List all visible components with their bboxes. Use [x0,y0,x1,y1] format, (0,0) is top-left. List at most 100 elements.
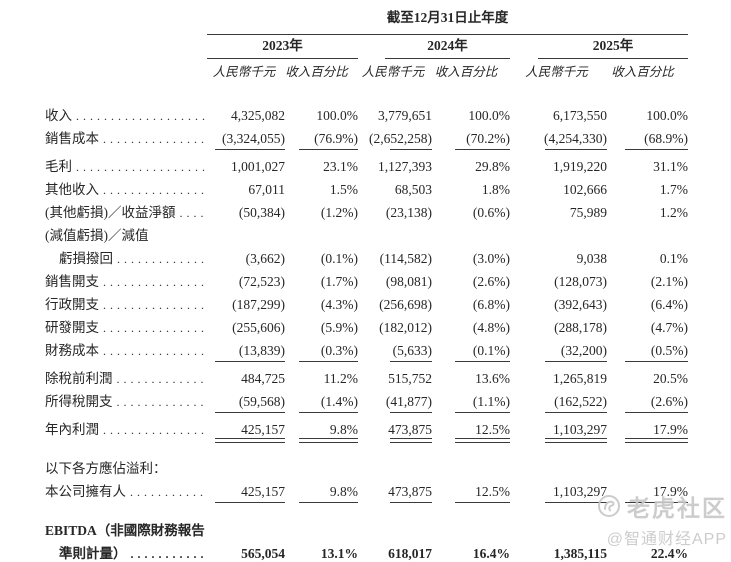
cell-amount: 515,752 [388,371,432,386]
cell-amount: 1,265,819 [553,371,607,386]
column-headers-row: 人民幣千元 收入百分比 人民幣千元 收入百分比 人民幣千元 收入百分比 [45,63,731,81]
column-header-amount: 人民幣千元 [361,65,425,79]
rule-cell [432,361,510,362]
cell-percent: 12.5% [475,422,510,437]
rule-line [545,437,607,444]
cell-percent: (1.4%) [320,394,358,409]
year-header-row: 2023年 2024年 2025年 [207,37,731,55]
year-rule-line [207,58,358,59]
rule-line [299,412,358,413]
cell-percent: (4.7%) [650,320,688,335]
cell-percent: 100.0% [316,108,358,123]
row-label: EBITDA（非國際財務報告 [45,523,205,538]
cell-amount: 1,103,297 [553,422,607,437]
cell-percent: (5.9%) [320,320,358,335]
rule-cell [607,149,688,150]
cell-amount: 1,385,115 [553,546,607,561]
row-label: 收入 [45,108,72,123]
table-row: 毛利......................................… [45,152,731,175]
rule-cell [285,361,358,362]
table-row: 年內利潤....................................… [45,415,731,438]
cell-amount: (50,384) [238,205,285,220]
leader-dots: ........................................… [103,321,205,335]
row-label: (減值虧損)／減值 [45,228,149,243]
cell-amount: (32,200) [560,343,607,358]
rule-line [390,361,432,362]
cell-percent: 1.8% [481,182,510,197]
table-row: 其他收入....................................… [45,175,731,198]
row-label: (其他虧損)／收益淨額 [45,205,176,220]
rule-cell [510,149,607,150]
rule-line [299,361,358,362]
cell-amount: (255,606) [232,320,285,335]
cell-amount: 4,325,082 [231,108,285,123]
rule-line [299,437,358,444]
cell-amount: (128,073) [554,274,607,289]
rule-line [545,149,607,150]
cell-percent: (1.7%) [320,274,358,289]
rule-cell [207,412,285,413]
cell-amount: (187,299) [232,297,285,312]
table-rule-row [45,500,731,505]
cell-percent: (4.3%) [320,297,358,312]
leader-dots: ........................................… [103,344,205,358]
cell-percent: 12.5% [475,484,510,499]
rule-line [545,502,607,503]
cell-percent: (0.5%) [650,343,688,358]
cell-percent: 9.8% [329,422,358,437]
cell-percent: (0.1%) [472,343,510,358]
cell-percent: 1.5% [329,182,358,197]
row-label: 所得稅開支 [45,394,113,409]
cell-amount: 473,875 [388,484,432,499]
leader-dots: ........................................… [179,206,206,220]
rule-cell [432,412,510,413]
cell-percent: 13.1% [320,546,358,561]
row-label-cell: 銷售開支....................................… [45,270,207,290]
rule-line [299,149,358,150]
row-label-cell: 準則計量）...................................… [45,542,207,562]
cell-amount: (3,662) [245,251,285,266]
rule-cell [607,412,688,413]
cell-percent: 100.0% [468,108,510,123]
rule-line [625,437,688,444]
table-row: 銷售成本....................................… [45,124,731,147]
rule-cell [607,502,688,503]
cell-percent: 9.8% [329,484,358,499]
table-row: 研發開支....................................… [45,313,731,336]
row-label: 準則計量） [59,546,127,561]
year-rule-line [538,58,688,59]
cell-percent: (0.3%) [320,343,358,358]
cell-percent: 20.5% [653,371,688,386]
rule-cell [358,502,432,503]
cell-amount: 1,103,297 [553,484,607,499]
row-label: 財務成本 [45,343,99,358]
row-label: 毛利 [45,159,72,174]
row-label-cell: (減值虧損)／減值 [45,224,207,244]
cell-percent: 100.0% [646,108,688,123]
cell-amount: (114,582) [379,251,432,266]
rule-cell [207,149,285,150]
table-row: 所得稅開支...................................… [45,387,731,410]
row-label-cell: 研發開支....................................… [45,316,207,336]
rule-cell [510,437,607,444]
cell-amount: (288,178) [554,320,607,335]
rule-cell [432,502,510,503]
rule-line [215,437,285,444]
cell-amount: 484,725 [241,371,285,386]
rule-line [390,437,432,444]
table-row: (減值虧損)／減值 [45,221,731,244]
row-label-cell: 行政開支....................................… [45,293,207,313]
rule-cell [510,412,607,413]
cell-amount: (72,523) [238,274,285,289]
row-label: 除稅前利潤 [45,371,113,386]
year-rule-line [385,58,510,59]
cell-percent: (6.8%) [472,297,510,312]
rule-cell [358,361,432,362]
cell-percent: (68.9%) [644,131,688,146]
leader-dots: ........................................… [117,252,205,266]
year-rule-slot [510,58,688,59]
table-body: 收入......................................… [45,101,731,562]
leader-dots: ........................................… [103,423,205,437]
rule-line [455,149,510,150]
